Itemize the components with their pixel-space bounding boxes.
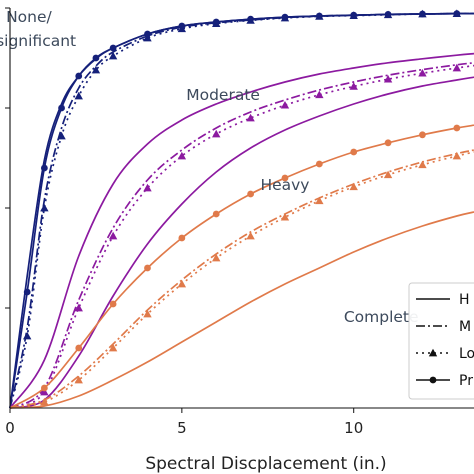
series-11-point [108,343,118,352]
series-5-line [9,52,474,409]
annotation-layer: None/Insignificant Moderate Heavy Complete [0,8,419,326]
series-7-point [349,82,358,90]
series-9-markers [40,124,461,392]
series-7-point [383,75,393,83]
series-4-point [384,11,392,18]
series-9-point [144,264,151,272]
series-9-point [419,131,426,139]
series-7-point [40,387,49,396]
series-3-point [22,331,32,340]
series-7-point [246,113,255,122]
series-11-point [383,170,393,179]
series-4-point [92,54,100,62]
series-3-point [57,131,66,140]
series-9-point [350,148,358,156]
series-12-line [9,211,474,409]
series-4-point [281,13,289,21]
x-tick-label: 10 [344,419,363,437]
series-4-point [178,22,186,30]
series-11-point [246,231,255,240]
series-11-point [177,279,187,288]
x-tick-label: 0 [5,419,15,437]
series-4-point [453,10,461,17]
series-4-point [75,72,83,80]
series-9-point [109,300,117,308]
series-9-point [453,124,461,132]
series-layer [9,9,474,409]
series-9-point [40,384,48,392]
series-4-point [315,12,323,20]
series-9-point [75,344,83,352]
annotation-5: Complete [344,308,419,326]
series-7-point [108,231,118,240]
series-11-point [143,309,152,318]
legend-marker-4 [429,376,437,384]
legend-label-2: M [459,319,471,335]
legend-marker-3 [428,348,438,357]
series-7-point [418,69,427,77]
series-4-point [58,104,65,112]
series-9-point [212,210,220,218]
series-9-point [315,160,323,168]
series-7-point [143,183,152,192]
series-11-point [315,196,324,205]
series-11-point [280,213,290,221]
annotation-2: Insignificant [0,32,76,50]
series-4-point [212,18,220,26]
series-4-point [419,10,426,18]
series-3-point [40,203,49,212]
series-11-point [74,375,83,384]
series-3-point [108,51,118,60]
series-9-point [384,139,392,147]
series-11-point [452,151,462,160]
series-8-line [9,76,474,409]
series-7-point [280,101,290,109]
series-4-point [40,164,48,172]
series-4-point [109,44,117,52]
x-axis-title: Spectral Discplacement (in.) [145,454,386,474]
series-9-point [281,174,289,182]
annotation-3: Moderate [186,86,260,104]
legend-label-4: Pr [459,373,473,389]
series-7-point [74,303,83,312]
series-4-point [350,11,358,19]
series-7-markers [40,63,462,396]
legend-box [408,282,474,400]
legend-label-1: H [459,292,470,308]
series-11-markers [40,151,462,406]
series-4-markers [23,10,461,296]
series-4-point [247,15,254,23]
legend-label-3: Lo [459,346,474,362]
series-7-point [177,151,187,160]
series-4-point [23,288,31,296]
series-7-point [452,63,462,72]
series-4-point [144,30,151,38]
annotation-4: Heavy [260,176,309,194]
series-3-point [143,33,152,42]
series-11-point [40,397,49,406]
series-11-point [212,253,221,262]
series-9-point [178,234,186,242]
series-11-point [349,182,358,191]
legend: HM Lo Pr [408,282,474,400]
x-tick-label: 5 [177,419,187,437]
series-3-point [91,65,101,74]
series-7-point [212,129,221,138]
axes-layer: 0 5 10 [5,7,474,437]
annotation-1: None/ [6,8,52,26]
series-6-line [9,61,474,409]
series-9-point [247,190,254,198]
series-3-point [74,91,83,100]
series-7-point [315,90,324,99]
series-11-point [418,160,427,169]
